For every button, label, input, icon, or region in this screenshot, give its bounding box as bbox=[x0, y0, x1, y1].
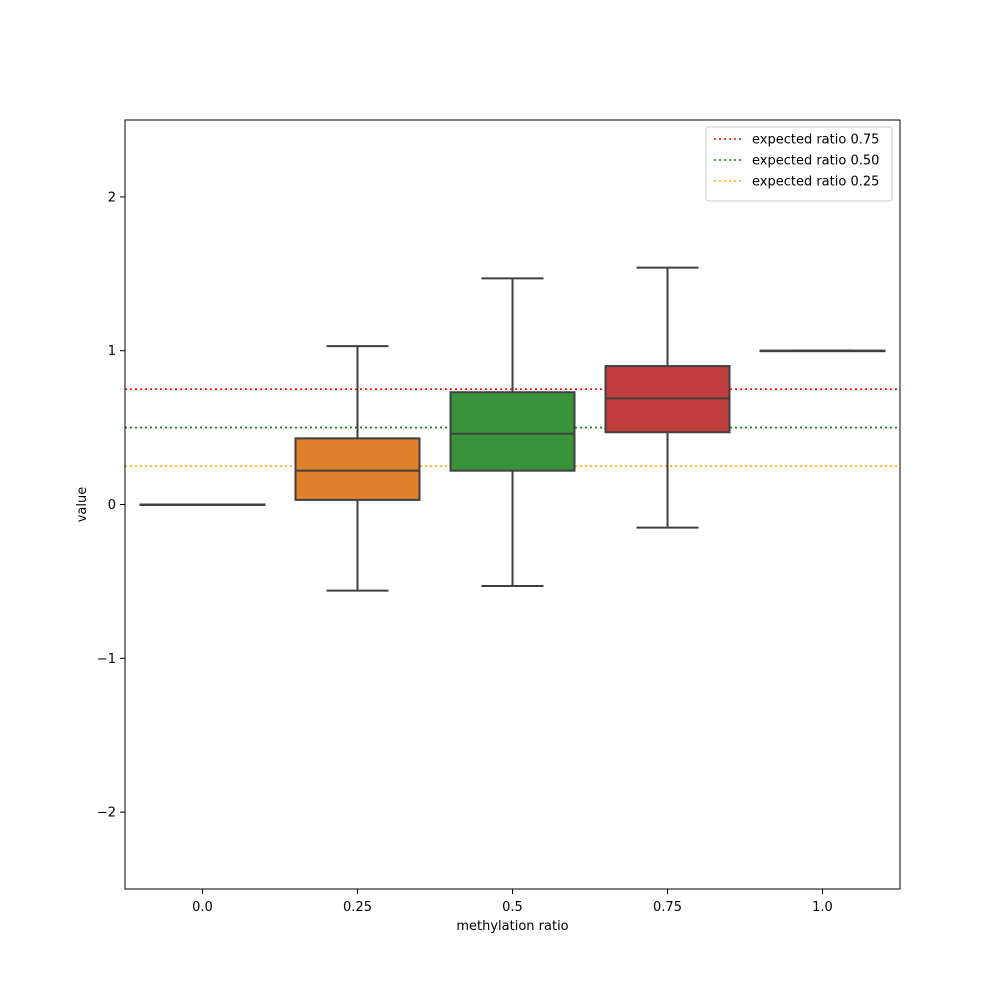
x-tick-label: 1.0 bbox=[812, 900, 833, 915]
x-tick-label: 0.0 bbox=[192, 900, 213, 915]
y-tick-label: 1 bbox=[108, 344, 116, 359]
box-body bbox=[294, 437, 421, 501]
x-tick-label: 0.5 bbox=[502, 900, 523, 915]
legend-label: expected ratio 0.75 bbox=[752, 133, 879, 148]
y-tick-label: −2 bbox=[97, 806, 116, 821]
x-tick-label: 0.25 bbox=[343, 900, 372, 915]
plot-area bbox=[125, 266, 900, 592]
box-3 bbox=[449, 277, 576, 588]
legend: expected ratio 0.75 expected ratio 0.50 ex… bbox=[705, 126, 893, 202]
axes: 2 1 0 −1 −2 0.0 0.25 0.5 0.75 1.0 methylation rati… bbox=[75, 119, 901, 934]
y-tick-label: −1 bbox=[97, 652, 116, 667]
box-4 bbox=[604, 266, 731, 529]
legend-label: expected ratio 0.25 bbox=[752, 175, 879, 190]
box-1 bbox=[139, 503, 266, 506]
y-axis-label: value bbox=[75, 487, 90, 523]
x-axis-label: methylation ratio bbox=[456, 919, 568, 934]
legend-label: expected ratio 0.50 bbox=[752, 154, 879, 169]
box-5 bbox=[759, 349, 886, 353]
legend-box bbox=[705, 126, 893, 202]
y-tick-label: 2 bbox=[108, 190, 116, 205]
box-body bbox=[449, 391, 576, 472]
box-2 bbox=[294, 345, 421, 592]
x-tick-label: 0.75 bbox=[653, 900, 682, 915]
y-tick-label: 0 bbox=[108, 498, 116, 513]
